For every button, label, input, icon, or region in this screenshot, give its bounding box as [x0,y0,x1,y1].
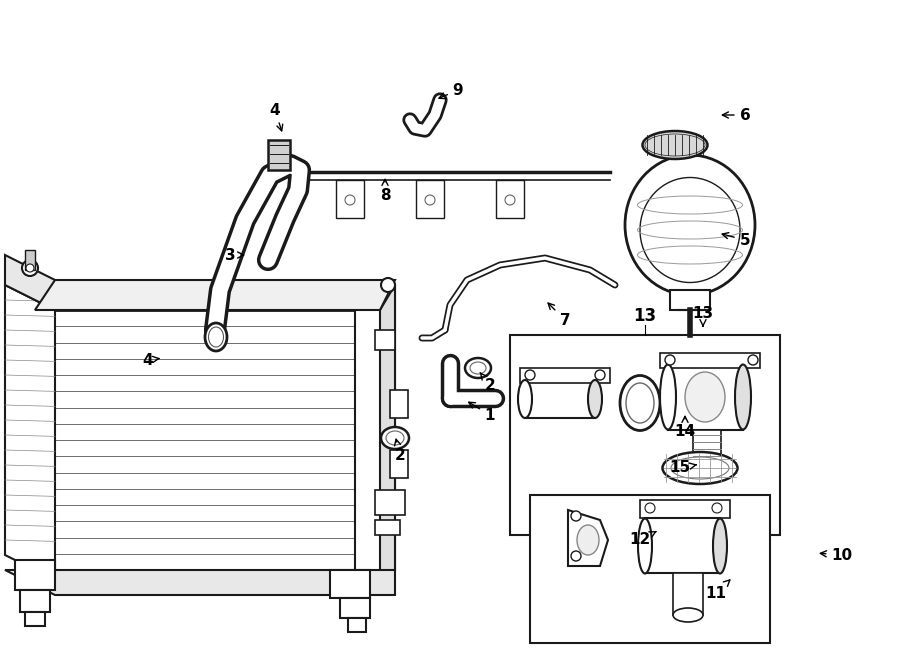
Circle shape [571,511,581,521]
Bar [390,390,408,418]
Ellipse shape [465,358,491,378]
Text: 5: 5 [722,232,751,248]
Bar [375,520,400,535]
Circle shape [26,264,34,272]
Circle shape [345,195,355,205]
Text: 8: 8 [380,179,391,203]
Ellipse shape [620,375,660,430]
Polygon shape [568,510,608,566]
Circle shape [571,551,581,561]
Ellipse shape [205,323,227,351]
Ellipse shape [660,365,676,430]
Ellipse shape [640,177,740,283]
Text: 13: 13 [692,305,714,326]
Text: 1: 1 [469,402,495,422]
Text: 4: 4 [143,352,159,367]
Bar [530,495,770,643]
Text: 2: 2 [480,373,495,393]
Ellipse shape [645,134,705,156]
Ellipse shape [588,380,602,418]
Ellipse shape [386,431,404,445]
Text: 9: 9 [439,83,464,99]
Ellipse shape [638,518,652,573]
Bar [348,618,366,632]
Ellipse shape [625,155,755,295]
Circle shape [381,278,395,292]
Bar [268,140,290,170]
Circle shape [22,260,38,276]
Polygon shape [355,285,395,595]
Circle shape [505,195,515,205]
Circle shape [645,503,655,513]
Polygon shape [5,255,55,310]
Polygon shape [380,285,395,595]
Ellipse shape [673,608,703,622]
Bar [20,590,50,612]
Bar [25,250,35,270]
Ellipse shape [577,525,599,555]
Bar [336,180,364,218]
Ellipse shape [518,380,532,418]
Bar [525,380,595,418]
Polygon shape [5,570,395,595]
Bar [670,290,710,310]
Text: 4: 4 [270,103,283,131]
Bar [645,518,720,573]
Circle shape [525,370,535,380]
Circle shape [425,195,435,205]
Text: 6: 6 [723,107,751,122]
Text: 7: 7 [548,303,571,328]
Bar [668,365,743,430]
Bar [15,560,55,590]
Bar [510,335,780,535]
Bar [520,368,610,383]
Bar [330,570,370,598]
Bar [390,450,408,478]
Ellipse shape [209,327,223,347]
Polygon shape [35,280,395,310]
Ellipse shape [735,365,751,430]
Polygon shape [5,285,55,580]
Ellipse shape [662,452,737,484]
Text: 2: 2 [394,439,405,463]
Circle shape [595,370,605,380]
Bar [375,330,395,350]
Circle shape [748,355,758,365]
Bar [416,180,444,218]
Ellipse shape [626,383,654,423]
Text: 12: 12 [629,532,656,547]
Ellipse shape [381,427,409,449]
Bar [640,500,730,518]
Ellipse shape [671,457,729,479]
Bar [375,490,405,515]
Text: 10: 10 [820,547,852,563]
Bar [693,430,721,475]
Text: 3: 3 [225,248,244,263]
Bar [660,353,760,368]
Ellipse shape [643,131,707,159]
Circle shape [712,503,722,513]
Circle shape [665,355,675,365]
Bar [25,612,45,626]
Ellipse shape [713,518,727,573]
Bar [496,180,524,218]
Text: 11: 11 [706,580,730,600]
Text: 14: 14 [674,416,696,440]
Text: 15: 15 [670,461,697,475]
Ellipse shape [685,372,725,422]
Bar [673,573,703,615]
Bar [340,598,370,618]
Ellipse shape [470,362,486,374]
Text: 13: 13 [634,307,657,325]
